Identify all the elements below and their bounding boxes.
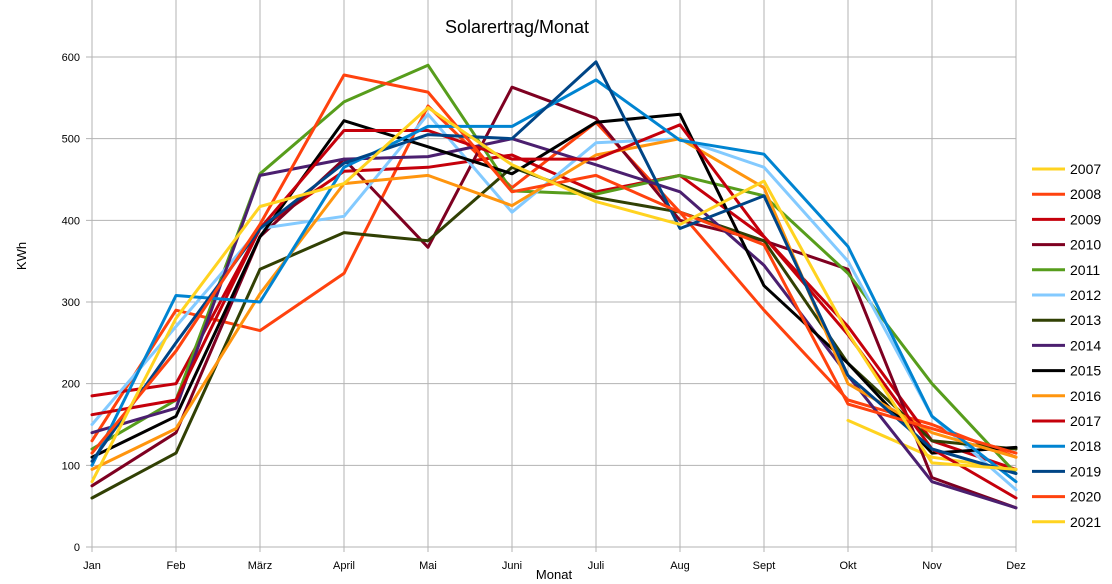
x-tick-label: Feb [167, 560, 186, 572]
legend-label: 2018 [1070, 438, 1101, 454]
y-tick-label: 300 [62, 297, 80, 309]
y-tick-label: 400 [62, 215, 80, 227]
series-line-2013 [90, 165, 1018, 500]
x-tick-label: Juni [502, 560, 522, 572]
legend-item: 2010 [1032, 237, 1101, 253]
legend-label: 2013 [1070, 312, 1101, 328]
legend-label: 2009 [1070, 211, 1101, 227]
legend-item: 2013 [1032, 312, 1101, 328]
legend-item: 2011 [1032, 262, 1100, 278]
legend-label: 2017 [1070, 413, 1101, 429]
legend-item: 2019 [1032, 463, 1101, 479]
x-tick-label: Sept [753, 560, 776, 572]
y-tick-label: 600 [62, 52, 80, 64]
y-axis-ticks: 0 100 200 300 400 500 600 [62, 52, 80, 554]
series-line-2016 [90, 137, 1018, 471]
legend-item: 2007 [1032, 161, 1101, 177]
legend-label: 2011 [1070, 262, 1100, 278]
legend-item: 2015 [1032, 363, 1101, 379]
legend-label: 2016 [1070, 388, 1101, 404]
legend-label: 2007 [1070, 161, 1101, 177]
series-line-2021 [90, 106, 1018, 484]
y-tick-label: 500 [62, 134, 80, 146]
x-tick-label: Jan [83, 560, 101, 572]
series-line-2008 [90, 104, 1018, 459]
x-axis-ticks: Jan Feb März April Mai Juni Juli Aug Sept Okt Nov D… [83, 560, 1026, 572]
x-tick-label: Dez [1006, 560, 1026, 572]
legend-item: 2021 [1032, 514, 1101, 530]
x-tick-label: Aug [670, 560, 690, 572]
x-tick-label: Nov [922, 560, 942, 572]
y-tick-label: 100 [62, 460, 80, 472]
legend: 2007 2008 2009 2010 2011 2012 2013 2014 2015 2016… [1032, 161, 1101, 530]
series-line-2018 [90, 78, 1018, 484]
y-tick-label: 200 [62, 379, 80, 391]
legend-label: 2015 [1070, 363, 1101, 379]
legend-label: 2019 [1070, 463, 1101, 479]
y-axis-label: KWh [14, 242, 29, 270]
legend-label: 2010 [1070, 237, 1101, 253]
legend-label: 2014 [1070, 337, 1101, 353]
legend-item: 2014 [1032, 337, 1101, 353]
legend-item: 2018 [1032, 438, 1101, 454]
legend-item: 2016 [1032, 388, 1101, 404]
x-axis-label: Monat [536, 567, 573, 582]
legend-item: 2008 [1032, 186, 1101, 202]
x-tick-label: Mai [419, 560, 437, 572]
x-tick-label: April [333, 560, 355, 572]
legend-label: 2020 [1070, 489, 1101, 505]
legend-item: 2020 [1032, 489, 1101, 505]
legend-item: 2017 [1032, 413, 1101, 429]
series-lines [90, 60, 1018, 510]
x-tick-label: Juli [588, 560, 605, 572]
x-tick-label: Okt [839, 560, 856, 572]
legend-label: 2008 [1070, 186, 1101, 202]
chart-title: Solarertrag/Monat [445, 17, 589, 37]
y-tick-label: 0 [74, 542, 80, 554]
legend-item: 2009 [1032, 211, 1101, 227]
series-line-2015 [90, 112, 1018, 459]
x-tick-label: März [248, 560, 272, 572]
legend-label: 2021 [1070, 514, 1101, 530]
legend-item: 2012 [1032, 287, 1101, 303]
legend-label: 2012 [1070, 287, 1101, 303]
